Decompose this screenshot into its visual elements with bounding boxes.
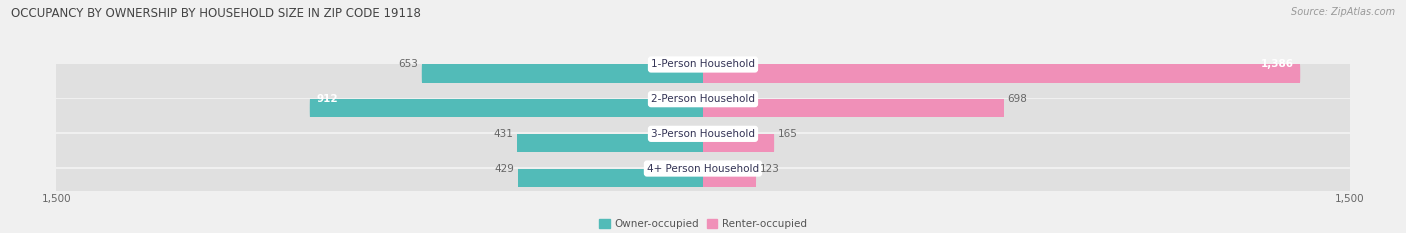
- Bar: [519, 168, 703, 187]
- Bar: [56, 65, 1350, 98]
- Text: 912: 912: [316, 94, 337, 104]
- Text: 2-Person Household: 2-Person Household: [651, 94, 755, 104]
- Text: 1,386: 1,386: [1261, 59, 1294, 69]
- Bar: [56, 168, 1350, 202]
- Text: 653: 653: [398, 59, 418, 69]
- Text: Source: ZipAtlas.com: Source: ZipAtlas.com: [1291, 7, 1395, 17]
- Text: 165: 165: [778, 129, 797, 139]
- Bar: [422, 65, 703, 82]
- Text: 3-Person Household: 3-Person Household: [651, 129, 755, 139]
- Text: 429: 429: [495, 164, 515, 174]
- Bar: [517, 134, 703, 152]
- Text: 1-Person Household: 1-Person Household: [651, 59, 755, 69]
- Text: 4+ Person Household: 4+ Person Household: [647, 164, 759, 174]
- Bar: [703, 168, 756, 187]
- Text: OCCUPANCY BY OWNERSHIP BY HOUSEHOLD SIZE IN ZIP CODE 19118: OCCUPANCY BY OWNERSHIP BY HOUSEHOLD SIZE…: [11, 7, 422, 20]
- Text: 698: 698: [1008, 94, 1028, 104]
- Bar: [703, 99, 1004, 117]
- Text: 123: 123: [759, 164, 779, 174]
- Legend: Owner-occupied, Renter-occupied: Owner-occupied, Renter-occupied: [595, 215, 811, 233]
- Bar: [703, 134, 775, 152]
- Text: 431: 431: [494, 129, 513, 139]
- Bar: [703, 65, 1301, 82]
- Bar: [56, 134, 1350, 167]
- Bar: [309, 99, 703, 117]
- Bar: [56, 99, 1350, 132]
